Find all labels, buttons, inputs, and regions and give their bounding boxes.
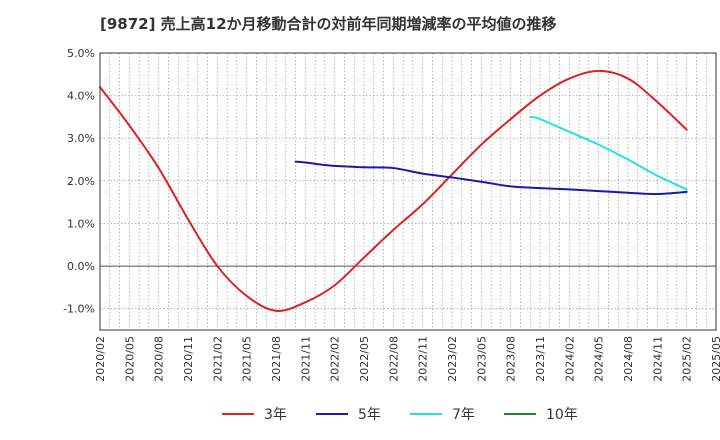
x-axis: 2020/02 2020/05 2020/08 2020/11 2021/02 2021/… xyxy=(94,336,720,382)
y-tick-label: 1.0% xyxy=(67,217,95,230)
x-tick-label: 2023/05 xyxy=(475,336,488,382)
legend-item: 10年 xyxy=(504,407,578,423)
x-tick-label: 2020/11 xyxy=(182,336,195,382)
series-lines xyxy=(99,69,688,312)
x-tick-label: 2020/08 xyxy=(153,336,166,382)
x-tick-label: 2022/02 xyxy=(329,336,342,382)
series-line-5年 xyxy=(294,160,688,196)
y-axis: -1.0% 0.0% 1.0% 2.0% 3.0% 4.0% 5.0% xyxy=(63,47,95,316)
x-tick-label: 2022/11 xyxy=(417,336,430,382)
legend-label: 5年 xyxy=(358,407,381,423)
grid xyxy=(100,52,716,330)
x-tick-label: 2022/08 xyxy=(387,336,400,382)
x-tick-label: 2025/02 xyxy=(681,336,694,382)
series-line-7年 xyxy=(529,115,688,191)
x-tick-label: 2023/02 xyxy=(446,336,459,382)
legend-item: 5年 xyxy=(316,407,381,423)
x-tick-label: 2024/08 xyxy=(622,336,635,382)
plot-area xyxy=(99,52,717,331)
x-tick-label: 2025/05 xyxy=(710,336,720,382)
chart-title: [9872] 売上高12か月移動合計の対前年同期増減率の平均値の推移 xyxy=(100,15,557,33)
x-tick-label: 2021/11 xyxy=(299,336,312,382)
x-tick-label: 2024/02 xyxy=(563,336,576,382)
y-tick-label: 5.0% xyxy=(67,47,95,60)
series-line-3年 xyxy=(99,69,688,312)
x-tick-label: 2023/08 xyxy=(505,336,518,382)
legend-item: 7年 xyxy=(410,407,475,423)
y-tick-label: 4.0% xyxy=(67,90,95,103)
legend-item: 3年 xyxy=(222,407,287,423)
x-tick-label: 2024/05 xyxy=(593,336,606,382)
legend: 3年 5年 7年 10年 xyxy=(222,407,578,423)
y-tick-label: 2.0% xyxy=(67,175,95,188)
x-tick-label: 2023/11 xyxy=(534,336,547,382)
y-tick-label: -1.0% xyxy=(63,303,95,316)
legend-label: 3年 xyxy=(264,407,287,423)
legend-label: 7年 xyxy=(452,407,475,423)
y-tick-label: 3.0% xyxy=(67,132,95,145)
x-tick-label: 2020/05 xyxy=(123,336,136,382)
x-tick-label: 2020/02 xyxy=(94,336,107,382)
y-tick-label: 0.0% xyxy=(67,260,95,273)
x-tick-label: 2024/11 xyxy=(651,336,664,382)
x-tick-label: 2021/05 xyxy=(241,336,254,382)
legend-label: 10年 xyxy=(546,407,578,423)
x-tick-label: 2022/05 xyxy=(358,336,371,382)
x-tick-label: 2021/08 xyxy=(270,336,283,382)
x-tick-label: 2021/02 xyxy=(211,336,224,382)
